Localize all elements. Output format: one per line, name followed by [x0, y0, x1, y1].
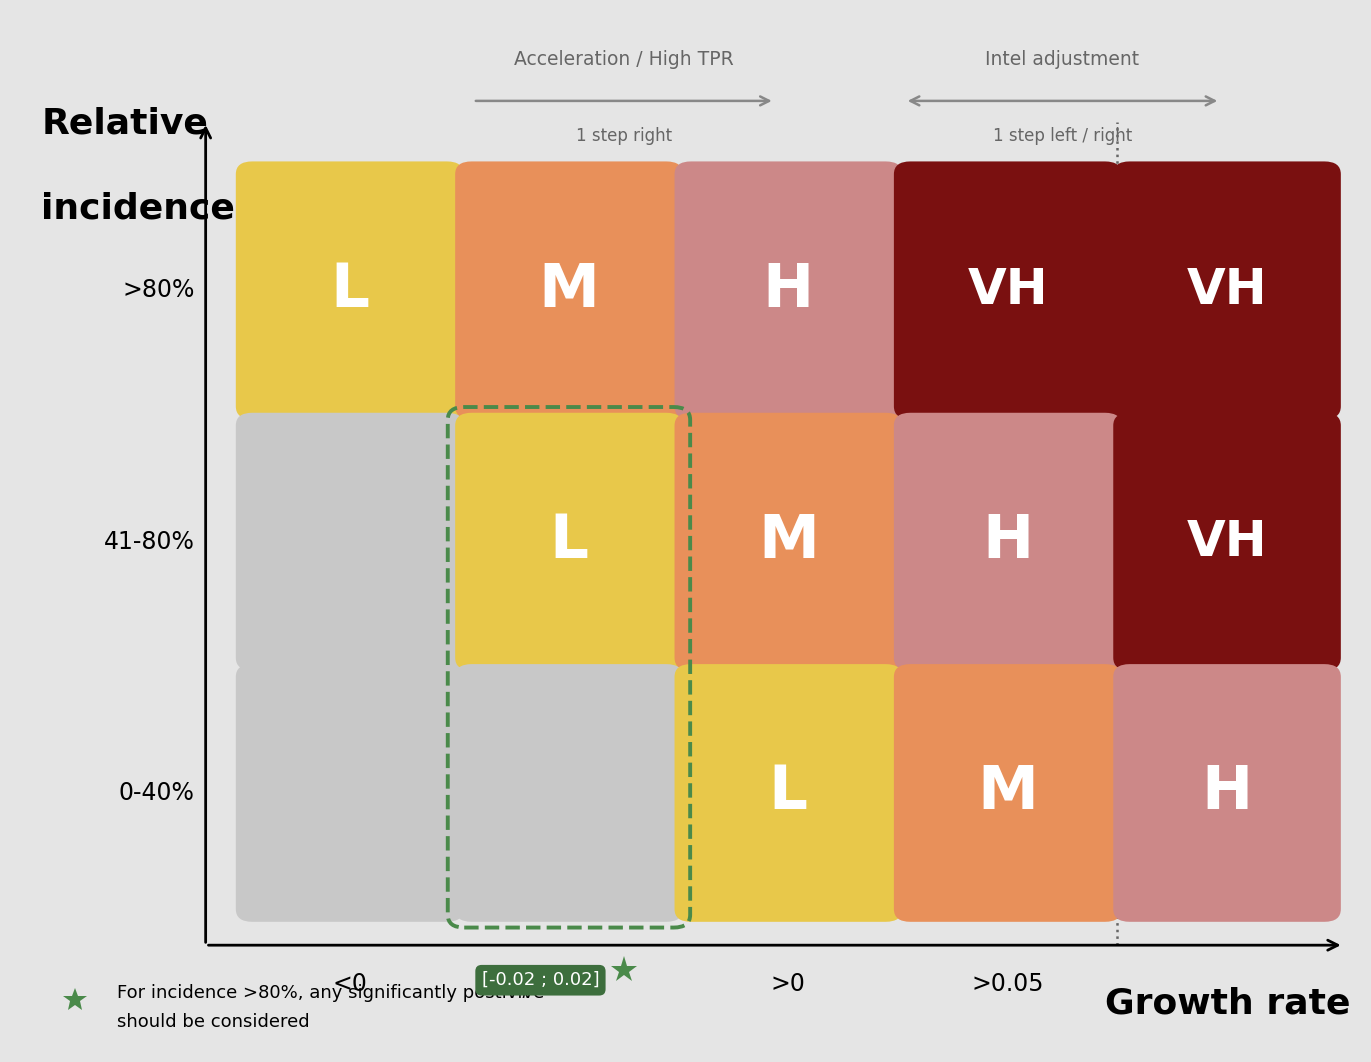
Text: M: M	[539, 261, 599, 320]
Text: Intel adjustment: Intel adjustment	[986, 50, 1139, 69]
Text: M: M	[978, 764, 1038, 822]
FancyBboxPatch shape	[675, 161, 902, 419]
Text: VH: VH	[1187, 517, 1267, 566]
FancyBboxPatch shape	[675, 413, 902, 670]
FancyBboxPatch shape	[236, 664, 463, 922]
FancyBboxPatch shape	[894, 413, 1121, 670]
Text: r: r	[521, 984, 529, 1001]
Text: H: H	[982, 512, 1034, 571]
FancyBboxPatch shape	[894, 664, 1121, 922]
Text: <0: <0	[332, 972, 367, 996]
Text: incidence: incidence	[41, 191, 234, 225]
Text: M: M	[758, 512, 818, 571]
Text: H: H	[1201, 764, 1253, 822]
FancyBboxPatch shape	[236, 161, 463, 419]
Text: should be considered: should be considered	[117, 1013, 308, 1030]
FancyBboxPatch shape	[675, 664, 902, 922]
Text: Acceleration / High TPR: Acceleration / High TPR	[514, 50, 733, 69]
Text: L: L	[550, 512, 588, 571]
Text: 1 step left / right: 1 step left / right	[993, 127, 1132, 145]
Text: L: L	[769, 764, 808, 822]
Text: VH: VH	[968, 267, 1047, 314]
FancyBboxPatch shape	[1113, 664, 1341, 922]
Text: Relative: Relative	[41, 106, 208, 140]
Text: VH: VH	[1187, 267, 1267, 314]
FancyBboxPatch shape	[236, 413, 463, 670]
Text: ~0: ~0	[551, 972, 587, 996]
FancyBboxPatch shape	[455, 664, 683, 922]
Text: 0-40%: 0-40%	[119, 781, 195, 805]
Text: [-0.02 ; 0.02]: [-0.02 ; 0.02]	[481, 972, 599, 989]
Text: 41-80%: 41-80%	[104, 530, 195, 553]
FancyBboxPatch shape	[1113, 413, 1341, 670]
FancyBboxPatch shape	[455, 161, 683, 419]
Text: Growth rate: Growth rate	[1105, 987, 1350, 1021]
Text: L: L	[330, 261, 369, 320]
Text: >0: >0	[771, 972, 806, 996]
Text: H: H	[762, 261, 814, 320]
FancyBboxPatch shape	[894, 161, 1121, 419]
Text: >80%: >80%	[122, 278, 195, 303]
FancyBboxPatch shape	[1113, 161, 1341, 419]
Text: 1 step right: 1 step right	[576, 127, 672, 145]
Text: >0.05: >0.05	[972, 972, 1043, 996]
Text: For incidence >80%, any significantly postivive: For incidence >80%, any significantly po…	[117, 984, 550, 1001]
FancyBboxPatch shape	[455, 413, 683, 670]
